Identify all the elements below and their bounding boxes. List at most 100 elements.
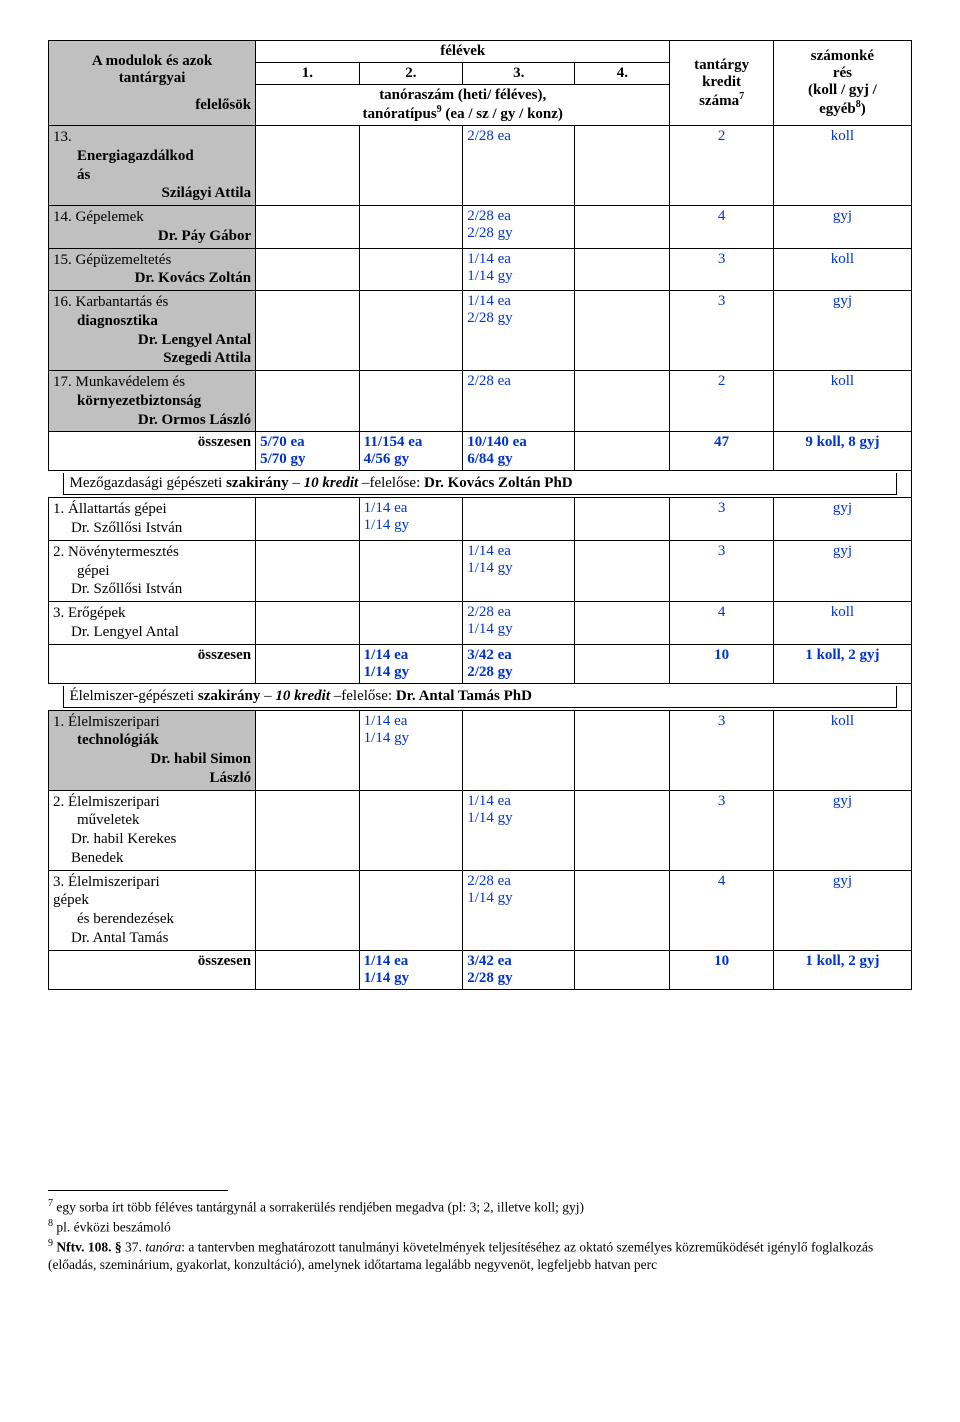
a1-kredit: 3 xyxy=(670,498,774,541)
r17-l2: környezetbiztonság xyxy=(53,392,251,411)
b3-c4 xyxy=(575,870,670,950)
b1-kredit: 3 xyxy=(670,710,774,790)
b3-kredit: 4 xyxy=(670,870,774,950)
b1-c2a: 1/14 ea xyxy=(364,713,459,730)
b1-label: 1. Élelmiszeripari technológiák Dr. habi… xyxy=(49,710,256,790)
szak2-cell: Élelmiszer-gépészeti szakirány – 10 kred… xyxy=(49,683,912,710)
r17-c4 xyxy=(575,371,670,432)
r13-c4 xyxy=(575,126,670,206)
hdr-sem2: 2. xyxy=(359,63,463,85)
a2-label: 2. Növénytermesztés gépei Dr. Szőllősi I… xyxy=(49,540,256,601)
r16-l1: 16. Karbantartás és xyxy=(53,293,251,312)
sum2-label: összesen xyxy=(49,644,256,683)
row-14: 14. Gépelemek Dr. Páy Gábor 2/28 ea 2/28… xyxy=(49,206,912,249)
r17-c2 xyxy=(359,371,463,432)
hdr-tanora: tanóraszám (heti/ féléves), tanóratípus9… xyxy=(256,85,670,126)
tanora-l2a: tanóratípus xyxy=(362,106,436,122)
r13-l2: Energiagazdálkod xyxy=(53,147,251,166)
szamon-l3: (koll / gyj / xyxy=(808,82,877,98)
b3-l3: és berendezések xyxy=(53,910,251,929)
r13-resp: Szilágyi Attila xyxy=(53,184,251,203)
row-a2: 2. Növénytermesztés gépei Dr. Szőllősi I… xyxy=(49,540,912,601)
f8-text: pl. évközi beszámoló xyxy=(53,1219,171,1234)
b1-c2: 1/14 ea 1/14 gy xyxy=(359,710,463,790)
r14-c3: 2/28 ea 2/28 gy xyxy=(463,206,575,249)
r15-c4 xyxy=(575,248,670,291)
curriculum-table: A modulok és azok tantárgyai felelősök f… xyxy=(48,40,912,990)
sum3-label: összesen xyxy=(49,950,256,989)
kredit-l2: kredit xyxy=(702,74,741,90)
row-sum2: összesen 1/14 ea 1/14 gy 3/42 ea 2/28 gy… xyxy=(49,644,912,683)
r14-c1 xyxy=(256,206,360,249)
sum2-c4 xyxy=(575,644,670,683)
szak1-mid2: –felelőse: xyxy=(358,475,424,491)
r14-resp: Dr. Páy Gábor xyxy=(53,227,251,246)
header-szamon: számonké rés (koll / gyj / egyéb8) xyxy=(773,41,911,126)
sum1-c4 xyxy=(575,432,670,471)
r13-szamon: koll xyxy=(773,126,911,206)
b3-c3b: 1/14 gy xyxy=(467,890,570,907)
a3-c3b: 1/14 gy xyxy=(467,621,570,638)
b2-c3b: 1/14 gy xyxy=(467,810,570,827)
r15-szamon: koll xyxy=(773,248,911,291)
a3-label: 3. Erőgépek Dr. Lengyel Antal xyxy=(49,602,256,645)
tanora-l1: tanóraszám (heti/ féléves), xyxy=(379,87,546,103)
sum3-c2: 1/14 ea 1/14 gy xyxy=(359,950,463,989)
sum1-c3: 10/140 ea 6/84 gy xyxy=(463,432,575,471)
a2-kredit: 3 xyxy=(670,540,774,601)
a1-l1: 1. Állattartás gépei xyxy=(53,500,251,519)
row-b1: 1. Élelmiszeripari technológiák Dr. habi… xyxy=(49,710,912,790)
sum1-c1a: 5/70 ea xyxy=(260,434,355,451)
sum1-c2b: 4/56 gy xyxy=(364,451,459,468)
sum1-szamon: 9 koll, 8 gyj xyxy=(773,432,911,471)
row-sum1: összesen 5/70 ea 5/70 gy 11/154 ea 4/56 … xyxy=(49,432,912,471)
a3-szamon: koll xyxy=(773,602,911,645)
szak2-ital: 10 kredit xyxy=(275,688,330,704)
hdr-l1: A modulok és azok xyxy=(53,53,251,70)
sum3-c4 xyxy=(575,950,670,989)
sum3-szamon: 1 koll, 2 gyj xyxy=(773,950,911,989)
a2-c3b: 1/14 gy xyxy=(467,560,570,577)
kredit-l3a: száma xyxy=(699,93,739,109)
row-b3: 3. Élelmiszeripari gépek és berendezések… xyxy=(49,870,912,950)
a3-l1: 3. Erőgépek xyxy=(53,604,251,623)
a2-c3: 1/14 ea 1/14 gy xyxy=(463,540,575,601)
b3-szamon: gyj xyxy=(773,870,911,950)
hdr-sem1: 1. xyxy=(256,63,360,85)
kredit-l1: tantárgy xyxy=(694,57,749,73)
hdr-l3: felelősök xyxy=(53,97,251,114)
sum1-c3b: 6/84 gy xyxy=(467,451,570,468)
hdr-sem3: 3. xyxy=(463,63,575,85)
b2-l2: műveletek xyxy=(53,811,251,830)
r16-c3: 1/14 ea 2/28 gy xyxy=(463,291,575,371)
sum3-c2b: 1/14 gy xyxy=(364,970,459,987)
r16-c2 xyxy=(359,291,463,371)
b2-kredit: 3 xyxy=(670,790,774,870)
r16-c3a: 1/14 ea xyxy=(467,293,570,310)
a2-c2 xyxy=(359,540,463,601)
r17-resp: Dr. Ormos László xyxy=(53,411,251,430)
r15-c3b: 1/14 gy xyxy=(467,268,570,285)
szamon-l4b: ) xyxy=(861,101,866,117)
sum3-c3: 3/42 ea 2/28 gy xyxy=(463,950,575,989)
a2-l1: 2. Növénytermesztés xyxy=(53,543,251,562)
r13-c2 xyxy=(359,126,463,206)
a3-resp: Dr. Lengyel Antal xyxy=(53,623,251,642)
b2-l1: 2. Élelmiszeripari xyxy=(53,793,251,812)
a2-c3a: 1/14 ea xyxy=(467,543,570,560)
r16-kredit: 3 xyxy=(670,291,774,371)
a2-c4 xyxy=(575,540,670,601)
a2-l2: gépei xyxy=(53,562,251,581)
footnote-9: 9 Nftv. 108. § 37. tanóra: a tantervben … xyxy=(48,1237,912,1275)
row-15: 15. Gépüzemeltetés Dr. Kovács Zoltán 1/1… xyxy=(49,248,912,291)
sum2-c2b: 1/14 gy xyxy=(364,664,459,681)
a3-c1 xyxy=(256,602,360,645)
szak2-pre: Élelmiszer-gépészeti xyxy=(70,688,198,704)
a3-c3: 2/28 ea 1/14 gy xyxy=(463,602,575,645)
sum1-c2: 11/154 ea 4/56 gy xyxy=(359,432,463,471)
b1-c1 xyxy=(256,710,360,790)
tanora-l2b: (ea / sz / gy / konz) xyxy=(442,106,563,122)
header-modules: A modulok és azok tantárgyai felelősök xyxy=(49,41,256,126)
a1-c3 xyxy=(463,498,575,541)
sum3-c3b: 2/28 gy xyxy=(467,970,570,987)
